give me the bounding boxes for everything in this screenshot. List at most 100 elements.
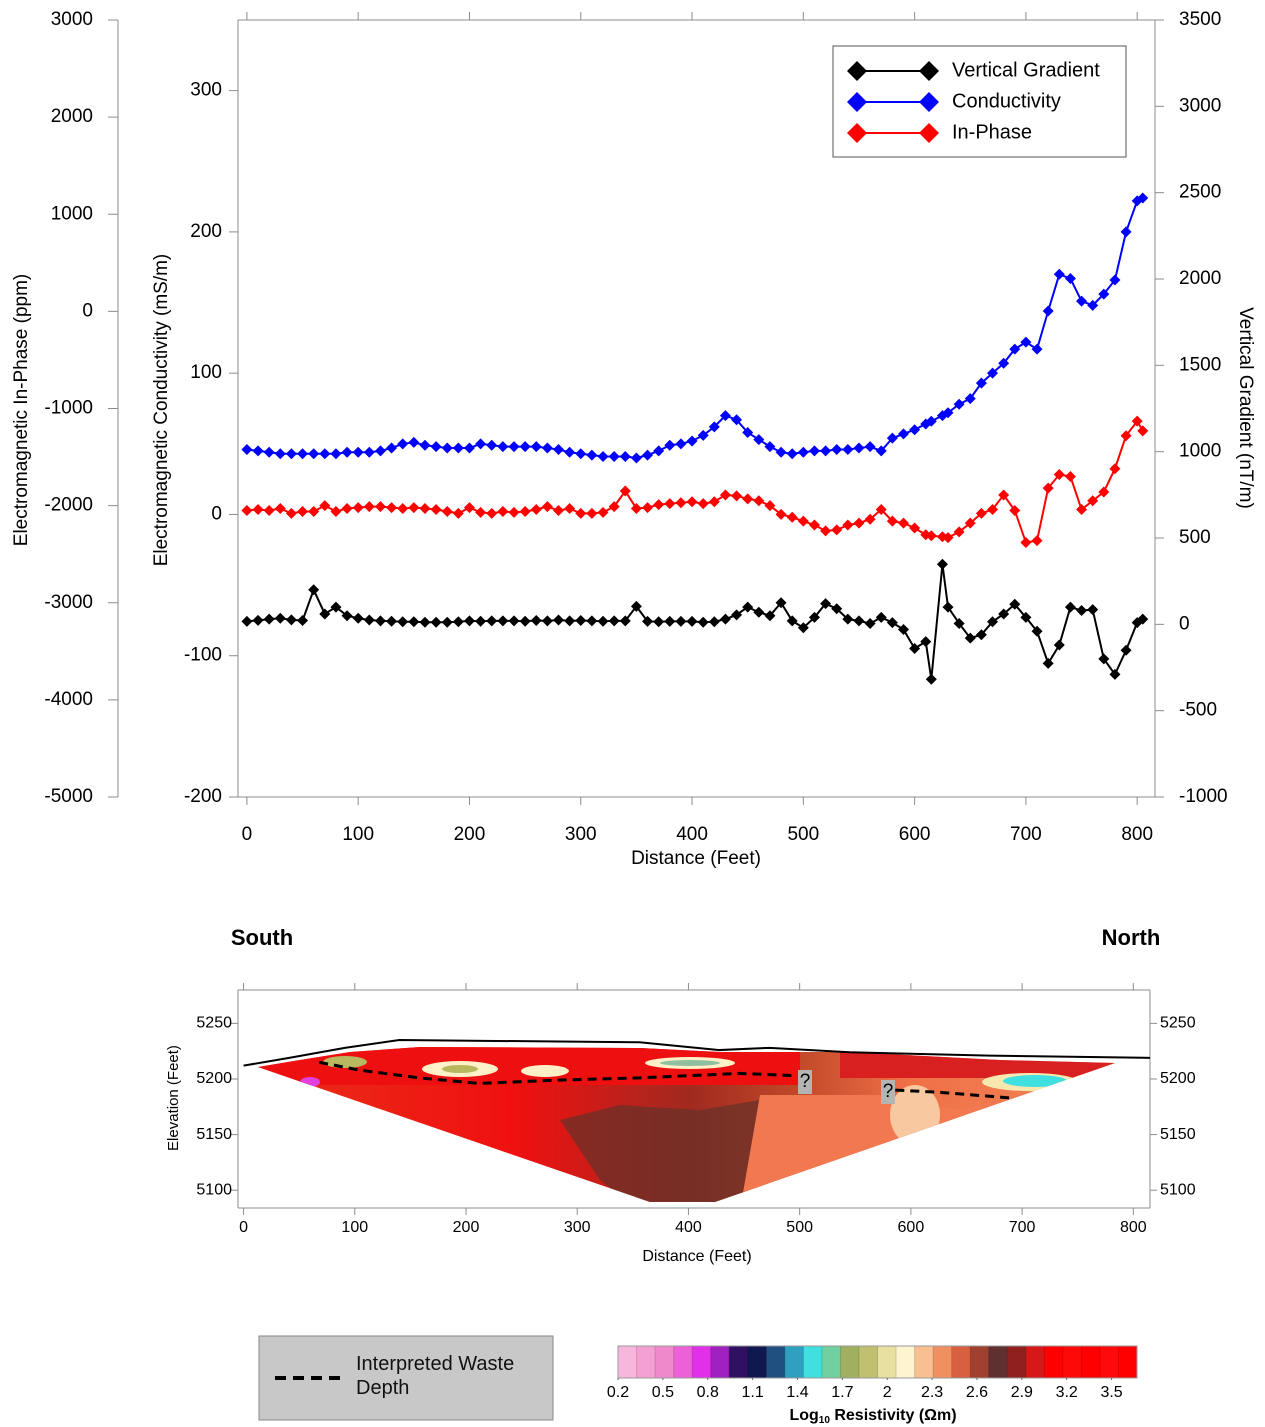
colorbar-tick-label: 2: [883, 1384, 892, 1401]
data-point: [308, 448, 320, 460]
y-tick-label: 200: [190, 221, 222, 242]
data-point: [441, 616, 453, 628]
data-point: [1053, 268, 1065, 280]
colorbar-tick-label: 2.3: [921, 1384, 943, 1401]
data-point: [630, 452, 642, 464]
data-point: [475, 438, 487, 450]
data-point: [642, 615, 654, 627]
data-point: [274, 503, 286, 515]
data-point: [541, 501, 553, 513]
data-point: [775, 446, 787, 458]
data-point: [1009, 598, 1021, 610]
data-point: [897, 428, 909, 440]
data-point: [408, 616, 420, 628]
y2-tick-label: -500: [1179, 700, 1217, 721]
data-point: [998, 357, 1010, 369]
data-point: [1098, 288, 1110, 300]
colorbar-tick-label: 0.2: [607, 1384, 629, 1401]
colorbar-cell: [636, 1346, 656, 1378]
legend-label: Interpreted Waste Depth: [356, 1353, 515, 1399]
data-point: [731, 414, 743, 426]
colorbar-cell: [933, 1346, 952, 1378]
data-point: [753, 434, 765, 446]
section-zone: [300, 1077, 320, 1087]
data-point: [719, 613, 731, 625]
data-point: [820, 445, 832, 457]
colorbar-cell: [951, 1346, 971, 1378]
y-tick-label: 5100: [1160, 1181, 1196, 1198]
data-point: [719, 410, 731, 422]
data-point: [964, 517, 976, 529]
data-point: [475, 615, 487, 627]
data-point: [875, 445, 887, 457]
section-zone: [560, 1100, 760, 1202]
data-point: [853, 442, 865, 454]
data-point: [975, 629, 987, 641]
data-point: [897, 624, 909, 636]
y2-tick-label: -1000: [1179, 786, 1228, 807]
y2-axis-label: Vertical Gradient (nT/m): [1235, 307, 1256, 509]
data-point: [363, 446, 375, 458]
data-point: [430, 616, 442, 628]
y2-tick-label: 3000: [1179, 95, 1221, 116]
colorbar-label-part: Log: [789, 1407, 818, 1424]
data-point: [653, 616, 665, 628]
x-tick-label: 700: [1010, 824, 1042, 845]
data-point: [1137, 613, 1149, 625]
data-point: [1020, 611, 1032, 623]
legend-label: Conductivity: [952, 90, 1061, 112]
data-point: [486, 615, 498, 627]
legend-marker: [919, 61, 939, 81]
data-point: [831, 443, 843, 455]
colorbar-cell: [692, 1346, 711, 1378]
data-point: [252, 504, 264, 516]
data-point: [363, 614, 375, 626]
data-point: [430, 441, 442, 453]
colorbar-cell: [673, 1346, 693, 1378]
data-point: [1098, 486, 1110, 498]
x-tick-label: 600: [898, 1219, 925, 1236]
data-point: [597, 451, 609, 463]
colorbar-cell: [747, 1346, 767, 1378]
legend-marker: [919, 92, 939, 112]
data-point: [842, 443, 854, 455]
colorbar-tick-label: 1.1: [741, 1384, 763, 1401]
y-axis-label: Elevation (Feet): [165, 1045, 182, 1151]
colorbar-cell: [970, 1346, 990, 1378]
data-point: [1087, 299, 1099, 311]
data-point: [842, 519, 854, 531]
data-point: [241, 615, 253, 627]
data-point: [1087, 495, 1099, 507]
data-point: [263, 504, 275, 516]
data-point: [1076, 605, 1088, 617]
data-point: [797, 446, 809, 458]
y-tick-label: 300: [190, 80, 222, 101]
data-point: [1131, 415, 1143, 427]
colorbar-cell: [766, 1346, 786, 1378]
data-point: [998, 489, 1010, 501]
data-point: [586, 615, 598, 627]
data-point: [608, 615, 620, 627]
data-point: [263, 613, 275, 625]
y3-tick-label: 3000: [51, 9, 93, 30]
y-tick-label: 5200: [1160, 1070, 1196, 1087]
annotation: ?: [883, 1081, 894, 1102]
colorbar-tick-label: 1.7: [831, 1384, 853, 1401]
data-point: [564, 615, 576, 627]
y3-tick-label: -2000: [44, 495, 93, 516]
legend-label: In-Phase: [952, 121, 1032, 143]
y3-tick-label: -1000: [44, 398, 93, 419]
data-point: [775, 508, 787, 520]
data-point: [352, 502, 364, 514]
data-point: [753, 495, 765, 507]
data-point: [486, 507, 498, 519]
data-point: [1137, 425, 1149, 437]
data-point: [875, 504, 887, 516]
data-point: [463, 502, 475, 514]
data-point: [452, 507, 464, 519]
waste-depth-line: [318, 1060, 1010, 1100]
data-point: [886, 432, 898, 444]
data-point: [441, 505, 453, 517]
y3-tick-label: -4000: [44, 689, 93, 710]
legend-marker: [847, 123, 867, 143]
